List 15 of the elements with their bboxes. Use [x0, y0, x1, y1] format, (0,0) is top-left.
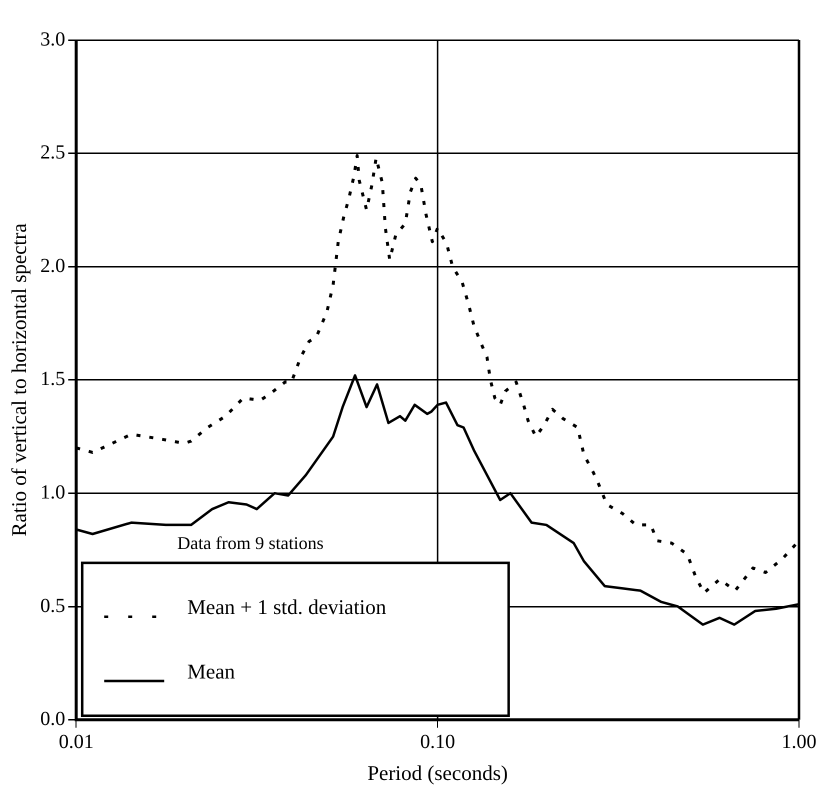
x-tick-label: 1.00: [782, 731, 816, 754]
annotation: Data from 9 stations: [177, 532, 324, 553]
x-tick-label: 0.10: [420, 731, 456, 754]
y-tick-label: 2.5: [40, 142, 66, 164]
x-axis-title: Period (seconds): [367, 760, 508, 785]
y-tick-label: 2.0: [40, 254, 66, 277]
x-tick-label: 0.01: [58, 731, 94, 754]
legend-label: Mean + 1 std. deviation: [187, 595, 387, 620]
y-tick-label: 3.0: [40, 28, 66, 50]
y-axis-title: Ratio of vertical to horizontal spectra: [7, 222, 32, 536]
y-tick-label: 0.0: [40, 708, 66, 730]
y-tick-label: 0.5: [40, 594, 66, 617]
y-tick-label: 1.5: [40, 368, 66, 390]
legend-label: Mean: [187, 659, 236, 684]
y-tick-label: 1.0: [40, 481, 66, 504]
